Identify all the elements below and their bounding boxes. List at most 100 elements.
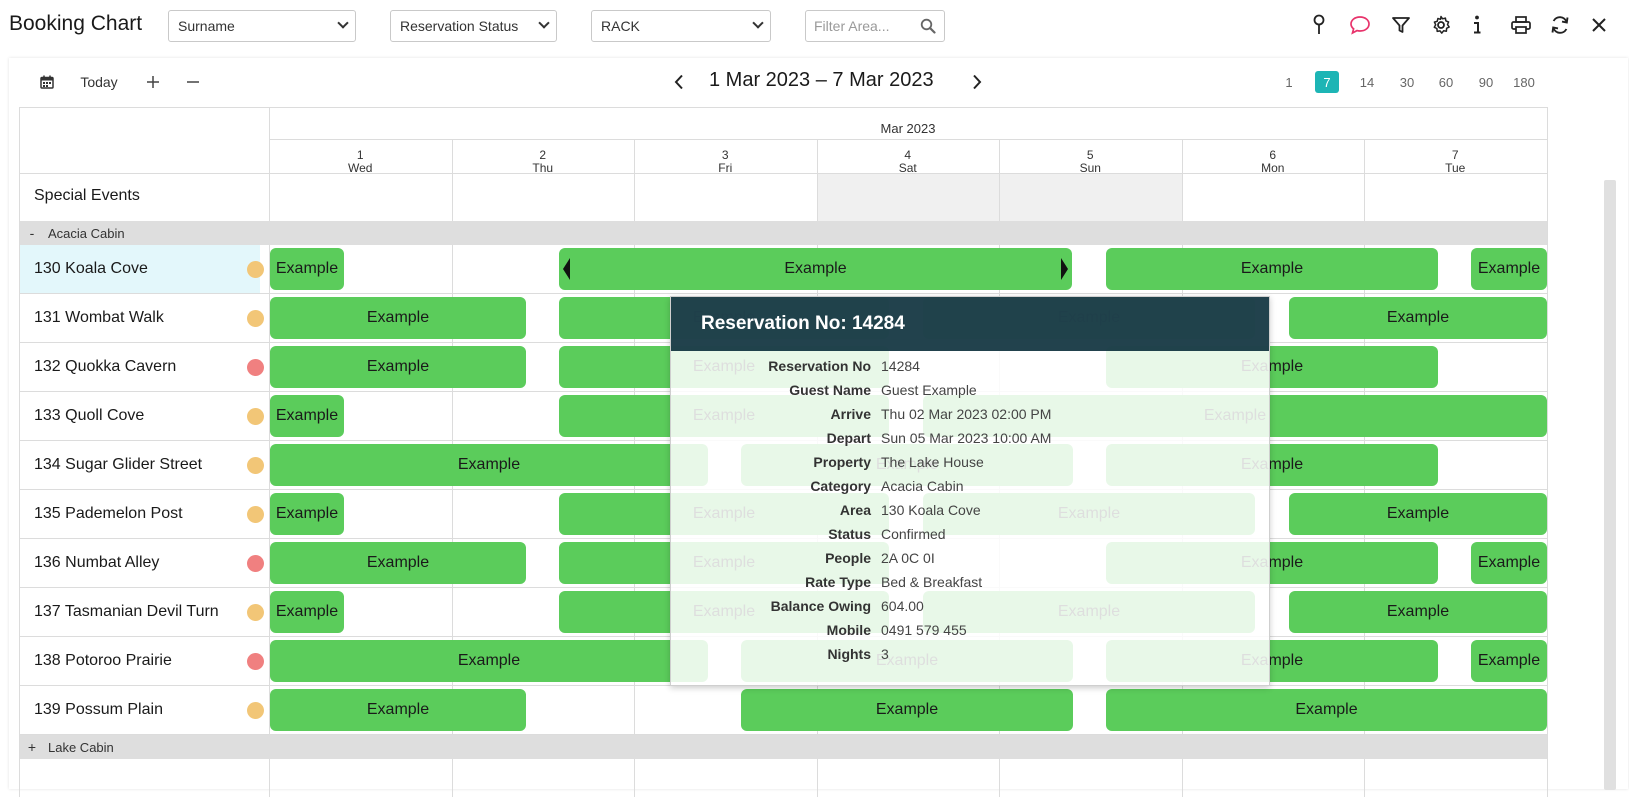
booking-block[interactable]: Example: [1289, 297, 1547, 339]
field-value: Sun 05 Mar 2023 10:00 AM: [881, 430, 1052, 446]
room-row-label[interactable]: 139 Possum Plain: [20, 686, 264, 734]
filter-area-input[interactable]: [806, 11, 912, 41]
booking-block[interactable]: Example: [1289, 591, 1547, 633]
booking-block[interactable]: Example: [1106, 689, 1547, 731]
collapse-toggle[interactable]: -: [29, 225, 35, 241]
top-toolbar: Booking Chart Surname Reservation Status…: [0, 0, 1629, 52]
room-row-label[interactable]: 138 Potoroo Prairie: [20, 637, 264, 685]
room-row-label[interactable]: 132 Quokka Cavern: [20, 343, 264, 391]
previous-range-button[interactable]: [667, 70, 691, 94]
field-value: 3: [881, 646, 889, 662]
day-span-option-90[interactable]: 90: [1478, 74, 1494, 90]
field-label: Category: [810, 478, 871, 494]
day-header: 6 Mon: [1182, 149, 1365, 183]
info-icon[interactable]: [1464, 12, 1490, 38]
booking-label: Example: [275, 260, 339, 277]
booking-block[interactable]: Example: [1471, 248, 1547, 290]
reservation-field-row: Reservation No 14284: [671, 355, 1269, 380]
field-label: Mobile: [826, 622, 871, 638]
booking-label: Example: [1240, 260, 1304, 277]
day-span-option-60[interactable]: 60: [1438, 74, 1454, 90]
day-span-option-1[interactable]: 1: [1285, 74, 1293, 90]
zoom-out-icon[interactable]: [183, 70, 203, 94]
chat-icon[interactable]: [1347, 12, 1373, 38]
calendar-icon[interactable]: [35, 70, 59, 94]
filter-icon[interactable]: [1388, 12, 1414, 38]
expand-toggle[interactable]: +: [27, 739, 37, 755]
zoom-in-icon[interactable]: [143, 70, 163, 94]
reservation-field-row: Nights 3: [671, 643, 1269, 668]
rate-select[interactable]: RACK: [591, 10, 771, 42]
day-number: 1: [356, 148, 364, 162]
day-span-option-30[interactable]: 30: [1399, 74, 1415, 90]
room-row-label[interactable]: 131 Wombat Walk: [20, 294, 264, 342]
category-name: Lake Cabin: [48, 740, 114, 755]
day-header: 2 Thu: [452, 149, 635, 183]
booking-block[interactable]: Example: [559, 248, 1072, 290]
pin-icon[interactable]: [1306, 12, 1332, 38]
room-row-label[interactable]: 130 Koala Cove: [20, 245, 264, 293]
room-status-dot: [247, 408, 264, 425]
next-range-button[interactable]: [965, 70, 989, 94]
reservation-status-select[interactable]: Reservation Status: [390, 10, 557, 42]
field-value: 604.00: [881, 598, 924, 614]
day-span-option-14[interactable]: 14: [1359, 74, 1375, 90]
resize-handle-left[interactable]: [563, 258, 570, 280]
day-number: 6: [1269, 148, 1277, 162]
chevron-down-icon: [538, 17, 550, 29]
booking-block[interactable]: Example: [1106, 248, 1438, 290]
resize-handle-right[interactable]: [1061, 258, 1068, 280]
vertical-scrollbar[interactable]: [1604, 180, 1616, 790]
room-row-label[interactable]: 137 Tasmanian Devil Turn: [20, 588, 264, 636]
gear-icon[interactable]: [1428, 12, 1454, 38]
day-span-option-7[interactable]: 7: [1315, 71, 1339, 93]
booking-block[interactable]: Example: [270, 248, 344, 290]
grid-line: [20, 734, 1547, 735]
field-label: Status: [828, 526, 871, 542]
room-row-label[interactable]: 134 Sugar Glider Street: [20, 441, 264, 489]
booking-label: Example: [1386, 309, 1450, 326]
room-row-label[interactable]: 135 Pademelon Post: [20, 490, 264, 538]
booking-block[interactable]: Example: [270, 444, 708, 486]
room-row-label[interactable]: 136 Numbat Alley: [20, 539, 264, 587]
reservation-field-row: Arrive Thu 02 Mar 2023 02:00 PM: [671, 403, 1269, 428]
booking-block[interactable]: Example: [1471, 640, 1547, 682]
room-name: 132 Quokka Cavern: [34, 358, 177, 375]
booking-block[interactable]: Example: [270, 395, 344, 437]
booking-block[interactable]: Example: [270, 493, 344, 535]
booking-block[interactable]: Example: [1471, 542, 1547, 584]
day-number: 5: [1086, 148, 1094, 162]
booking-block[interactable]: Example: [270, 542, 526, 584]
booking-block[interactable]: Example: [270, 297, 526, 339]
day-number: 3: [721, 148, 729, 162]
booking-block[interactable]: Example: [270, 640, 708, 682]
room-row-label[interactable]: 133 Quoll Cove: [20, 392, 264, 440]
search-icon[interactable]: [920, 18, 936, 34]
room-name: 136 Numbat Alley: [34, 554, 160, 571]
day-span-option-180[interactable]: 180: [1513, 74, 1535, 90]
booking-label: Example: [1295, 701, 1358, 718]
booking-block[interactable]: Example: [270, 346, 526, 388]
refresh-icon[interactable]: [1547, 12, 1573, 38]
today-button[interactable]: Today: [80, 74, 118, 90]
booking-block[interactable]: Example: [270, 591, 344, 633]
room-name: 138 Potoroo Prairie: [34, 652, 172, 669]
close-icon[interactable]: [1586, 12, 1612, 38]
field-label: Depart: [826, 430, 871, 446]
grid-line: [20, 173, 1547, 174]
print-icon[interactable]: [1508, 12, 1534, 38]
booking-label: Example: [1386, 603, 1450, 620]
day-header: 4 Sat: [817, 149, 1000, 183]
rate-select-value: RACK: [601, 18, 640, 34]
booking-label: Example: [275, 603, 339, 620]
day-of-week: Fri: [718, 161, 733, 175]
sort-select[interactable]: Surname: [168, 10, 356, 42]
field-value: Acacia Cabin: [881, 478, 964, 494]
reservation-field-row: Depart Sun 05 Mar 2023 10:00 AM: [671, 427, 1269, 452]
booking-block[interactable]: Example: [270, 689, 526, 731]
booking-block[interactable]: Example: [1289, 493, 1547, 535]
room-status-dot: [247, 604, 264, 621]
grid-line: [20, 293, 1547, 294]
booking-block[interactable]: Example: [741, 689, 1073, 731]
day-of-week: Tue: [1445, 161, 1466, 175]
